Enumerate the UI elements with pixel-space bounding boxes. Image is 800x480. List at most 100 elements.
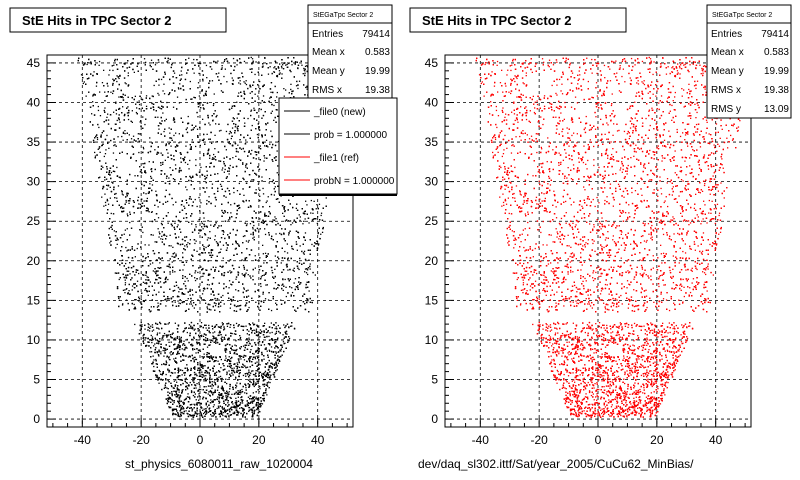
hit-point [178, 142, 180, 144]
hit-point [252, 237, 254, 239]
hit-point [299, 219, 301, 222]
hit-point [292, 248, 294, 250]
hit-point [195, 159, 197, 161]
hit-point [121, 190, 123, 192]
hit-point [320, 214, 322, 217]
hit-point [217, 173, 219, 175]
hit-point [159, 370, 161, 373]
hit-point [197, 323, 199, 325]
hit-point [263, 385, 265, 387]
hit-point [234, 220, 236, 223]
hit-point [199, 395, 201, 398]
hit-point [172, 400, 174, 402]
hit-point [194, 328, 196, 330]
hit-point [173, 134, 175, 137]
hit-point [199, 144, 201, 147]
hit-point [243, 201, 245, 203]
hit-point [126, 228, 128, 230]
hit-point [317, 232, 319, 235]
hit-point [193, 359, 195, 361]
hit-point [243, 194, 245, 196]
hit-point [97, 105, 99, 108]
hit-point [203, 153, 205, 155]
hit-point [253, 224, 255, 227]
hit-point [242, 274, 244, 276]
hit-point [200, 166, 202, 169]
hit-point [265, 201, 267, 204]
hit-point [274, 327, 276, 330]
hit-point [194, 277, 196, 279]
hit-point [285, 89, 287, 91]
hit-point [140, 180, 142, 182]
hit-point [276, 150, 278, 152]
hit-point [312, 212, 314, 214]
hit-point [124, 289, 126, 291]
hit-point [195, 358, 198, 361]
hit-point [241, 259, 243, 261]
hit-point [313, 200, 315, 202]
hit-point [232, 403, 234, 405]
hit-point [134, 95, 136, 97]
hit-point [99, 91, 101, 93]
hit-point [288, 62, 290, 65]
hit-point [160, 238, 162, 240]
hit-point [294, 278, 297, 280]
hit-point [249, 223, 252, 225]
hit-point [242, 366, 244, 368]
hit-point [207, 237, 209, 239]
hit-point [166, 300, 168, 302]
hit-point [252, 397, 254, 400]
hit-point [144, 220, 146, 223]
hit-point [248, 410, 250, 412]
hit-point [194, 374, 196, 376]
hit-point [243, 287, 245, 289]
hit-point [285, 325, 287, 327]
hit-point [163, 335, 165, 337]
hit-point [133, 303, 135, 306]
hit-point [136, 280, 139, 282]
hit-point [253, 107, 255, 109]
hit-point [221, 141, 223, 143]
hit-point [140, 298, 142, 300]
hit-point [177, 401, 180, 404]
hit-point [248, 239, 250, 242]
hit-point [213, 381, 215, 383]
hit-point [289, 220, 292, 222]
hit-point [116, 197, 118, 199]
hit-point [279, 72, 281, 74]
hit-point [194, 411, 196, 413]
hit-point [216, 407, 218, 410]
hit-point [220, 325, 222, 327]
hit-point [126, 288, 128, 290]
hit-point [262, 244, 264, 246]
hit-point [177, 353, 179, 355]
hit-point [150, 325, 152, 327]
hit-point [189, 294, 191, 296]
hit-point [306, 86, 308, 88]
hit-point [178, 336, 180, 338]
hit-point [179, 338, 181, 340]
hit-point [112, 152, 115, 154]
hit-point [249, 92, 251, 94]
hit-point [224, 168, 226, 171]
hit-point [250, 233, 252, 235]
hit-point [297, 285, 299, 287]
hit-point [219, 375, 222, 378]
hit-point [254, 192, 256, 194]
hit-point [123, 233, 125, 235]
hit-point [214, 148, 216, 150]
hit-point [279, 232, 281, 235]
hit-point [236, 117, 238, 119]
hit-point [238, 82, 240, 84]
hit-point [99, 151, 101, 153]
hit-point [174, 372, 176, 374]
hit-point [282, 341, 285, 343]
hit-point [194, 198, 196, 201]
hit-point [167, 379, 169, 382]
hit-point [237, 396, 239, 398]
hit-point [206, 308, 209, 310]
hit-point [83, 81, 85, 83]
hit-point [186, 412, 188, 415]
hit-point [222, 167, 224, 169]
hit-point [281, 73, 283, 75]
